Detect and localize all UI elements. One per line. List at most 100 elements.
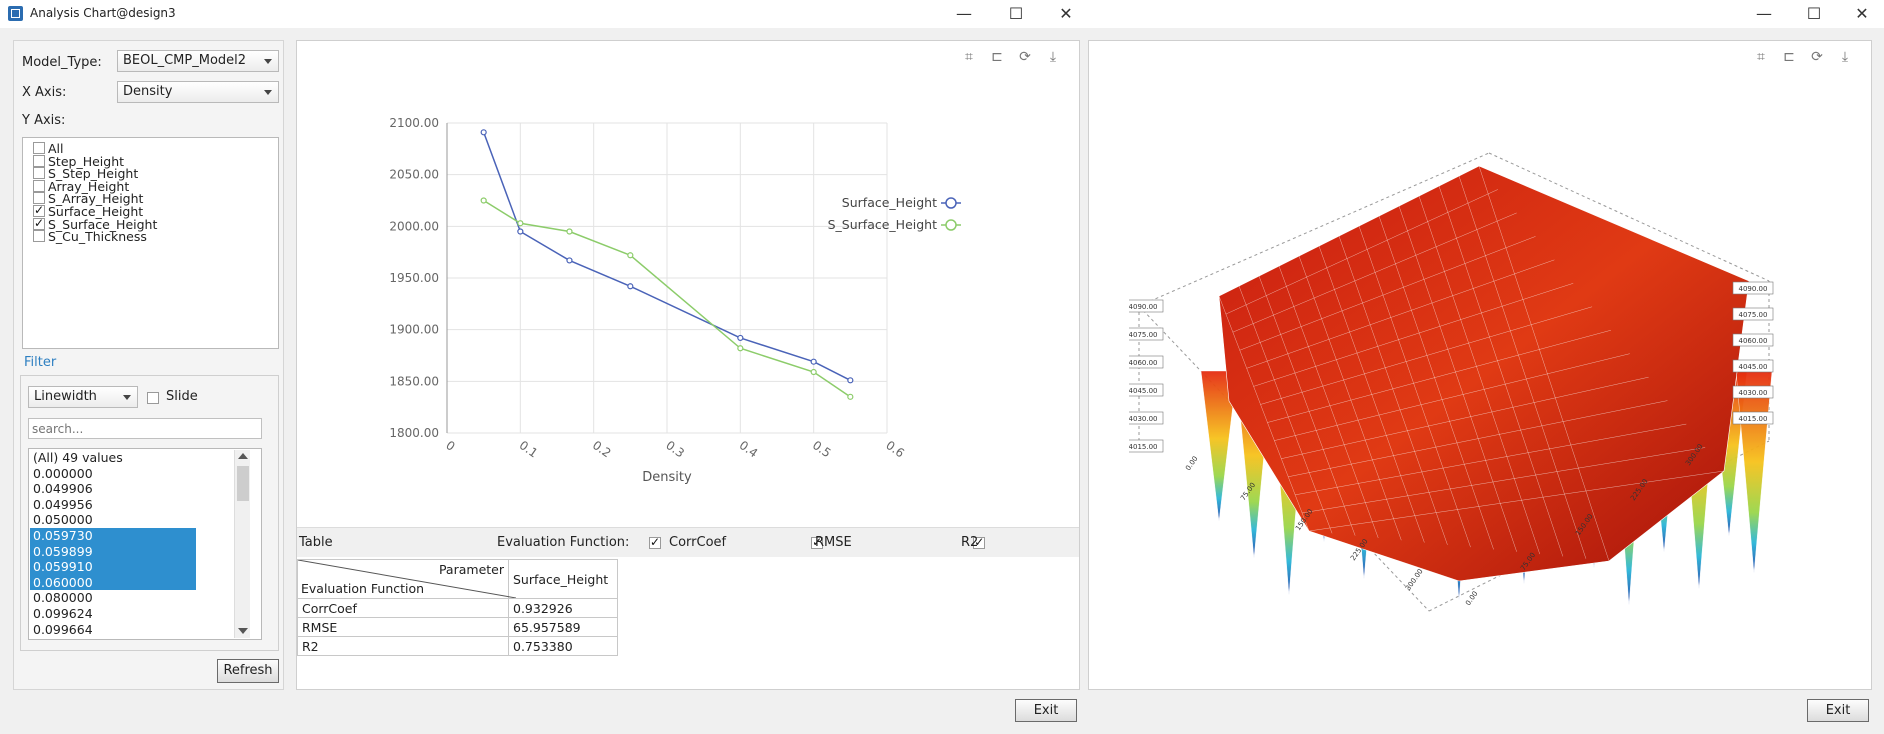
rmse-checkbox[interactable] (811, 535, 824, 549)
crop-reset-icon[interactable]: ⊏ (1783, 49, 1795, 65)
mesh-line (1438, 185, 1564, 557)
refresh-button[interactable]: Refresh (217, 659, 279, 683)
row-name: R2 (297, 636, 509, 656)
mesh-line (1302, 447, 1706, 514)
y-axis-checkbox[interactable] (33, 230, 45, 243)
z-tick-label: 4015.00 (1129, 443, 1157, 451)
y-tick-label: 2050.00 (389, 168, 439, 182)
value-list-item[interactable]: 0.050000 (33, 512, 93, 528)
y-axis-checkbox[interactable] (33, 216, 45, 231)
value-list-item[interactable]: 0.049906 (33, 481, 93, 497)
y-axis-item-label: All (48, 141, 64, 156)
value-list-item[interactable]: 0.059899 (30, 543, 196, 560)
filter-label: Filter (24, 355, 57, 370)
y-axis-item-label: S_Array_Height (48, 191, 144, 207)
evaluation-table: Parameter Evaluation Function Surface_He… (297, 559, 618, 656)
download-icon[interactable]: ⤓ (1841, 49, 1849, 65)
table-row: CorrCoef 0.932926 (297, 598, 618, 618)
scroll-up-icon[interactable] (238, 453, 248, 459)
search-input[interactable] (28, 418, 262, 439)
value-list-item[interactable]: 0.100000 (30, 637, 196, 639)
minimize-button[interactable]: — (956, 4, 972, 23)
mesh-line (1218, 295, 1310, 532)
value-list-item[interactable]: 0.080000 (33, 590, 93, 606)
x-axis-select[interactable]: Density (117, 81, 279, 103)
y-axis-item-label: Step_Height (48, 153, 125, 169)
value-list-item[interactable]: 0.049956 (33, 496, 93, 512)
y-axis-checkbox[interactable] (33, 142, 45, 154)
table-row: R2 0.753380 (297, 636, 618, 656)
scroll-down-icon[interactable] (238, 628, 248, 634)
exit-button-2[interactable]: Exit (1807, 699, 1869, 722)
y-axis-checkbox[interactable] (33, 203, 45, 218)
value-list-item[interactable]: 0.099664 (33, 621, 93, 637)
z-tick-box (1129, 439, 1164, 453)
mesh-line (1218, 165, 1480, 297)
y-axis-item-label: Array_Height (48, 178, 130, 194)
x-tick-label: 0.3 (663, 438, 687, 460)
slide-checkbox[interactable] (147, 392, 159, 404)
y-axis-item-label: S_Cu_Thickness (48, 229, 147, 245)
crop-icon[interactable]: ⌗ (965, 49, 973, 65)
z-tick-box (1129, 355, 1164, 369)
crop-reset-icon[interactable]: ⊏ (991, 49, 1003, 65)
surface-toolbar: ⌗ ⊏ ⟳ ⤓ (1753, 49, 1863, 67)
scroll-thumb[interactable] (237, 466, 249, 501)
refresh-icon[interactable]: ⟳ (1019, 49, 1031, 65)
refresh-icon[interactable]: ⟳ (1811, 49, 1823, 65)
value-list-item[interactable]: 0.059730 (30, 528, 196, 544)
x-tick-label: 300.00 (1404, 567, 1425, 592)
value-list-item[interactable]: 0.060000 (30, 574, 196, 591)
corrcoef-label: CorrCoef (669, 535, 727, 550)
y-axis-list: All Step_Height S_Step_Height Array_Height S… (22, 137, 279, 349)
mesh-line (1298, 255, 1402, 541)
row-name: CorrCoef (297, 598, 509, 618)
model-type-value: BEOL_CMP_Model2 (123, 53, 247, 68)
value-list-item[interactable]: 0.099624 (33, 606, 93, 621)
mesh-line (1246, 259, 1555, 369)
maximize-button[interactable]: ☐ (1008, 4, 1024, 23)
chart-panel: ⌗ ⊏ ⟳ ⤓ 1800.00 1850.00 1900.00 1950.00 2000… (296, 40, 1080, 690)
data-point (627, 252, 634, 259)
close-button[interactable]: ✕ (1059, 4, 1073, 23)
data-point (627, 283, 634, 290)
y-axis-checkbox[interactable] (33, 179, 45, 192)
data-point (517, 228, 524, 235)
value-list-item[interactable]: 0.000000 (33, 465, 93, 481)
value-list-item[interactable]: (All) 49 values (33, 450, 123, 465)
mesh-line (1267, 329, 1611, 423)
model-type-select[interactable]: BEOL_CMP_Model2 (117, 50, 279, 72)
minimize-button-2[interactable]: — (1756, 4, 1772, 23)
y-axis-checkbox[interactable] (33, 167, 45, 180)
mesh-line (1338, 235, 1448, 545)
x-tick-label: 0.2 (590, 438, 614, 460)
table-row: RMSE 65.957589 (297, 617, 618, 637)
z-tick-box (1732, 385, 1774, 399)
y-axis-label: Y Axis: (22, 113, 66, 128)
close-button-2[interactable]: ✕ (1855, 4, 1869, 23)
mesh-line (1258, 275, 1356, 536)
mesh-line (1288, 400, 1668, 478)
data-point (737, 334, 744, 342)
values-list-items: (All) 49 values 0.000000 0.049906 0.049956 0… (30, 450, 230, 639)
header-eval: Evaluation Function (301, 581, 425, 596)
download-icon[interactable]: ⤓ (1049, 49, 1057, 65)
exit-button[interactable]: Exit (1015, 699, 1077, 722)
filter-field-select[interactable]: Linewidth (28, 386, 138, 408)
column-header: Surface_Height (508, 559, 618, 599)
crop-icon[interactable]: ⌗ (1757, 49, 1765, 65)
z-tick-label: 4075.00 (1739, 311, 1768, 319)
rmse-label: RMSE (815, 535, 852, 550)
chevron-down-icon (123, 395, 131, 400)
corrcoef-checkbox[interactable] (649, 535, 661, 549)
x-tick-label: 0.1 (517, 438, 541, 460)
row-name: RMSE (297, 617, 509, 637)
x-tick-label: 0.4 (737, 438, 761, 460)
r2-label: R2 (961, 535, 979, 550)
r2-checkbox[interactable] (973, 535, 986, 549)
mesh-line (1295, 423, 1687, 496)
y-axis-checkbox[interactable] (33, 154, 45, 167)
value-list-item[interactable]: 0.059910 (30, 559, 196, 575)
maximize-button-2[interactable]: ☐ (1806, 4, 1822, 23)
values-scrollbar[interactable] (234, 450, 250, 638)
